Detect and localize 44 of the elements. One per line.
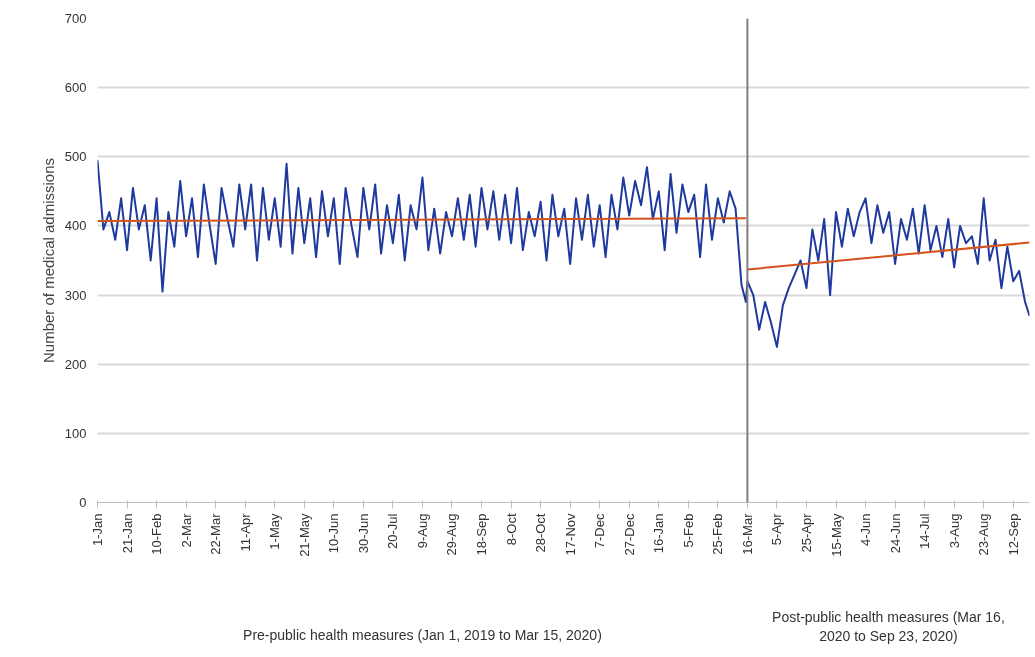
x-tick-label: 24-Jun bbox=[887, 513, 903, 554]
x-tick-label: 5-Apr bbox=[769, 512, 785, 546]
x-tick-label: 29-Aug bbox=[444, 513, 460, 556]
x-tick-label: 17-Nov bbox=[562, 513, 578, 556]
x-tick-label: 12-Sep bbox=[1005, 513, 1021, 556]
y-tick-label: 200 bbox=[64, 356, 87, 372]
x-tick-label: 25-Feb bbox=[710, 513, 726, 555]
y-tick-label: 300 bbox=[64, 287, 87, 303]
x-tick-label: 21-May bbox=[296, 513, 312, 557]
x-tick-label: 23-Aug bbox=[976, 513, 992, 556]
x-tick-label: 5-Feb bbox=[680, 513, 696, 548]
x-tick-label: 10-Feb bbox=[149, 513, 165, 555]
y-tick-label: 600 bbox=[64, 80, 87, 96]
x-tick-label: 21-Jan bbox=[119, 513, 135, 554]
x-tick-label: 1-May bbox=[267, 513, 283, 550]
x-tick-label: 22-Mar bbox=[208, 512, 224, 555]
y-tick-label: 700 bbox=[64, 11, 87, 26]
y-tick-label: 500 bbox=[64, 149, 87, 165]
x-tick-label: 16-Mar bbox=[739, 512, 755, 555]
x-tick-label: 9-Aug bbox=[414, 513, 430, 549]
x-tick-label: 14-Jul bbox=[917, 513, 933, 549]
x-tick-label: 16-Jan bbox=[651, 513, 667, 554]
x-tick-label: 28-Oct bbox=[533, 513, 549, 553]
x-tick-label: 18-Sep bbox=[474, 513, 490, 556]
x-tick-label: 15-May bbox=[828, 513, 844, 557]
x-tick-label: 1-Jan bbox=[90, 513, 105, 547]
y-axis-title: Number of medical admissions bbox=[39, 157, 57, 364]
text: Pre-public health measures (Jan 1, 2019 to Mar 15, 2020) bbox=[243, 626, 602, 643]
x-tick-label: 11-Apr bbox=[237, 512, 253, 552]
x-tick-label: 7-Dec bbox=[592, 513, 608, 549]
y-tick-label: 100 bbox=[64, 425, 87, 441]
y-tick-label: 400 bbox=[64, 218, 87, 234]
x-tick-label: 27-Dec bbox=[621, 513, 637, 556]
y-tick-label: 0 bbox=[79, 495, 87, 510]
x-tick-label: 3-Aug bbox=[946, 513, 962, 549]
x-tick-label: 20-Jul bbox=[385, 513, 401, 549]
x-tick-label: 2-Mar bbox=[178, 512, 194, 548]
x-tick-label: 30-Jun bbox=[355, 513, 371, 554]
x-tick-label: 4-Jun bbox=[858, 513, 874, 547]
line-series bbox=[97, 159, 1030, 348]
x-tick-label: 10-Jun bbox=[326, 513, 342, 554]
text: Post-public health measures (Mar 16, 2020 to Sep 23, 2020) bbox=[772, 608, 1005, 644]
x-tick-label: 8-Oct bbox=[503, 513, 519, 546]
x-tick-label: 25-Apr bbox=[798, 512, 814, 553]
